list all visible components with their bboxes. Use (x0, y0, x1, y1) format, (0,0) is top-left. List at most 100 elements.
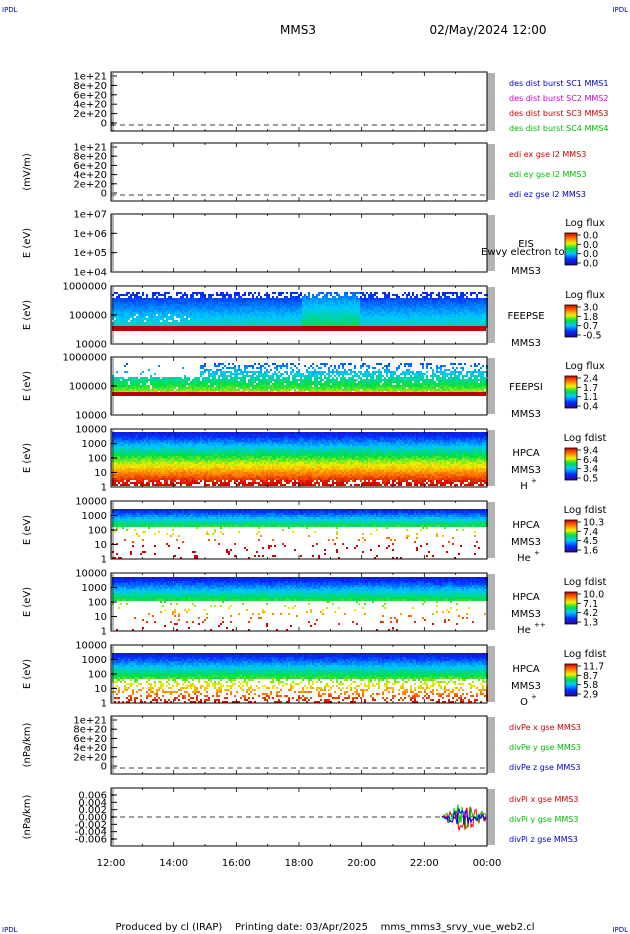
colorbar-tick-label: -0.5 (583, 331, 602, 342)
legend-entry: des dist burst SC3 MMS3 (509, 109, 608, 118)
y-tick-label: 1 (101, 627, 107, 638)
y-tick-label: 1000 (82, 583, 107, 594)
legend-entry: des dist burst SC1 MMS1 (509, 79, 608, 88)
species-label: O (520, 697, 528, 708)
legend-entry: edi ex gse l2 MMS3 (509, 150, 586, 159)
colorbar-title: Log flux (565, 218, 605, 229)
x-tick-label: 20:00 (347, 858, 376, 869)
species-label: H (520, 481, 528, 492)
y-tick-label: 0 (101, 119, 107, 130)
legend-entry: divPe x gse MMS3 (509, 723, 581, 732)
x-tick-label: 18:00 (285, 858, 314, 869)
y-tick-label: 1e+05 (73, 248, 107, 259)
panel-frame (111, 716, 487, 774)
y-tick-label: 100000 (69, 382, 107, 393)
species-label: He (517, 625, 531, 636)
panel-edi (111, 143, 495, 201)
y-tick-label: 0 (101, 189, 107, 200)
species-charge-label: + (531, 477, 537, 485)
legend-entry: edi ez gse l2 MMS3 (509, 190, 586, 199)
colorbar-title: Log fdist (564, 505, 607, 516)
x-tick-label: 16:00 (222, 858, 251, 869)
species-charge-label: ++ (534, 621, 546, 629)
y-tick-label: 10 (94, 540, 107, 551)
legend-entry: divPe y gse MMS3 (509, 743, 581, 752)
y-axis-label: E (eV) (22, 443, 33, 473)
x-tick-label: 14:00 (159, 858, 188, 869)
instrument-label: HPCA (512, 664, 540, 675)
y-tick-label: 100 (88, 526, 107, 537)
instrument-spacecraft-label: MMS3 (511, 465, 541, 476)
legend-entry: des dist burst SC4 MMS4 (509, 124, 608, 133)
colorbar (565, 664, 577, 696)
corner-label-top-left: IPDL (2, 6, 18, 14)
panel-frame (111, 72, 487, 131)
panel-frame (111, 143, 487, 201)
y-axis-label: E (eV) (22, 300, 33, 330)
colorbar (565, 520, 577, 552)
spectrogram-hpca_he (112, 509, 488, 559)
y-axis-label: E (eV) (22, 228, 33, 258)
spectrogram-feepse (112, 292, 488, 328)
colorbar (565, 376, 577, 408)
y-tick-label: 1000000 (62, 353, 107, 364)
legend-entry: edi ey gse l2 MMS3 (509, 170, 587, 179)
instrument-label: FEEPSI (509, 382, 543, 393)
y-tick-label: 1000 (82, 511, 107, 522)
y-axis-label: E (eV) (22, 371, 33, 401)
instrument-label: HPCA (512, 520, 540, 531)
y-tick-label: 1e+04 (73, 268, 107, 279)
spectrogram-hpca_h (112, 432, 488, 486)
instrument-spacecraft-label: MMS3 (511, 609, 541, 620)
y-tick-label: 1e+06 (73, 229, 107, 240)
y-tick-label: 100000 (69, 311, 107, 322)
y-tick-label: 1 (101, 555, 107, 566)
y-tick-label: 10 (94, 684, 107, 695)
instrument-spacecraft-label: MMS3 (511, 537, 541, 548)
y-tick-label: 10 (94, 468, 107, 479)
legend-entry: divPi z gse MMS3 (509, 835, 578, 844)
panel-des (111, 72, 495, 131)
datetime-title: 02/May/2024 12:00 (429, 23, 546, 37)
y-tick-label: 10000 (75, 425, 107, 436)
y-tick-label: 1000 (82, 439, 107, 450)
spacecraft-title: MMS3 (280, 23, 316, 37)
panel-frame (111, 214, 487, 272)
y-tick-label: 10000 (75, 569, 107, 580)
colorbar-tick-label: 0.5 (583, 474, 598, 485)
y-tick-label: 0 (101, 762, 107, 773)
y-axis-label: (nPa/km) (22, 795, 33, 840)
legend-entry: divPi y gse MMS3 (509, 815, 578, 824)
y-tick-label: 1e+07 (73, 210, 107, 221)
y-tick-label: 1000000 (62, 282, 107, 293)
colorbar-title: Log fdist (564, 649, 607, 660)
y-axis-label: E (eV) (22, 515, 33, 545)
legend-entry: des dist burst SC2 MMS2 (509, 94, 608, 103)
x-tick-label: 00:00 (473, 858, 502, 869)
y-tick-label: 1 (101, 483, 107, 494)
y-tick-label: 10000 (75, 497, 107, 508)
y-tick-label: 10000 (75, 340, 107, 351)
spectrogram-feepsi (112, 363, 488, 395)
colorbar (565, 233, 577, 265)
footer-credit: Produced by cl (IRAP) Printing date: 03/… (116, 922, 535, 933)
corner-label-bottom-right: IPDL (612, 926, 628, 934)
instrument-label: FEEPSE (507, 311, 544, 322)
y-axis-label: E (eV) (22, 587, 33, 617)
y-axis-label: (nPa/km) (22, 723, 33, 768)
instrument-label: HPCA (512, 592, 540, 603)
y-tick-label: -0.006 (75, 835, 107, 846)
colorbar-title: Log fdist (564, 433, 607, 444)
legend-entry: divPe z gse MMS3 (509, 763, 580, 772)
colorbar-tick-label: 0.0 (583, 259, 598, 270)
panel-divpe (111, 716, 495, 774)
colorbar (565, 448, 577, 480)
y-tick-label: 100 (88, 670, 107, 681)
instrument-label: HPCA (512, 448, 540, 459)
colorbar-title: Log flux (565, 361, 605, 372)
instrument-spacecraft-label: MMS3 (511, 409, 541, 420)
corner-label-bottom-left: IPDL (2, 926, 18, 934)
overlay-text: Ewvy electron to (481, 247, 565, 258)
y-tick-label: 100 (88, 454, 107, 465)
